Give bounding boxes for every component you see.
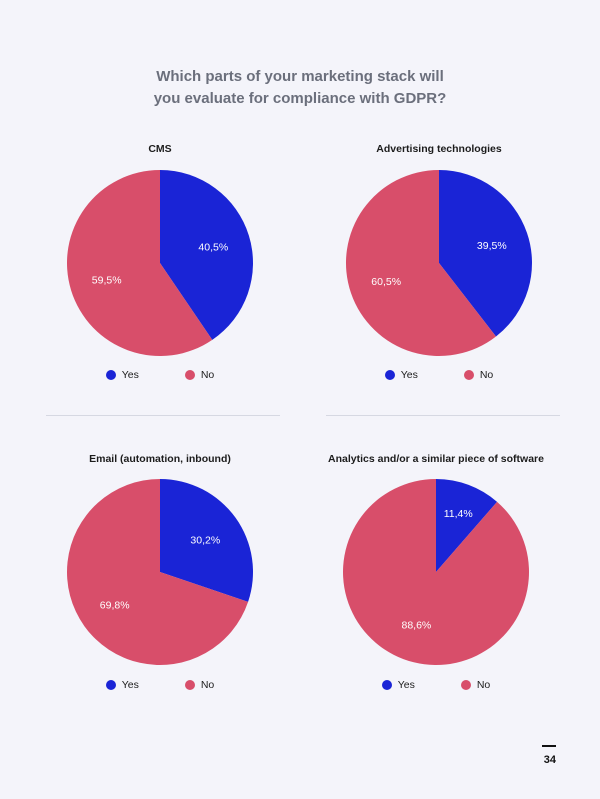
pie-chart: 11,4% 88,6% <box>343 479 530 665</box>
legend-swatch-yes <box>384 370 395 380</box>
legend-item-no: No <box>184 369 215 381</box>
legend-item-no: No <box>460 679 491 691</box>
legend-item-yes: Yes <box>105 369 139 381</box>
chart-title: CMS <box>148 143 172 155</box>
pie-chart: 40,5% 59,5% <box>66 170 253 356</box>
pie-label-no: 88,6% <box>402 619 432 631</box>
pie-label-yes: 39,5% <box>477 240 507 252</box>
legend-label-yes: Yes <box>121 369 139 381</box>
legend-item-yes: Yes <box>381 679 415 691</box>
divider-left <box>46 415 280 416</box>
legend-swatch-yes <box>381 680 392 690</box>
pie-chart: 30,2% 69,8% <box>67 479 254 665</box>
legend-label-no: No <box>479 369 494 381</box>
pie-slice-yes <box>436 479 498 572</box>
chart-title: Advertising technologies <box>376 143 502 155</box>
pie-label-no: 59,5% <box>92 274 122 286</box>
pie-slice-yes <box>160 170 253 340</box>
pie-label-no: 69,8% <box>100 600 130 612</box>
pie-label-yes: 40,5% <box>198 242 228 254</box>
legend-item-no: No <box>463 369 494 381</box>
page-number-rule <box>542 745 556 747</box>
chart-title: Analytics and/or a similar piece of soft… <box>328 453 544 465</box>
legend-label-no: No <box>200 369 215 381</box>
divider-right <box>326 415 560 416</box>
chart-panel-advertising: Advertising technologies 39,5% 60,5% Yes … <box>289 143 589 433</box>
legend-swatch-yes <box>105 680 116 690</box>
legend-swatch-no <box>184 680 195 690</box>
legend-item-yes: Yes <box>105 679 139 691</box>
pie-label-yes: 30,2% <box>190 535 220 547</box>
legend-swatch-no <box>463 370 474 380</box>
pie-label-yes: 11,4% <box>444 508 473 520</box>
legend-swatch-no <box>460 680 471 690</box>
legend-swatch-no <box>184 370 195 380</box>
legend-label-no: No <box>476 679 491 691</box>
chart-panel-email: Email (automation, inbound) 30,2% 69,8% Y… <box>10 453 310 743</box>
legend-item-no: No <box>184 679 215 691</box>
pie-slice-no <box>66 170 213 356</box>
legend-swatch-yes <box>105 370 116 380</box>
page-title: Which parts of your marketing stack will… <box>0 66 600 110</box>
chart-panel-cms: CMS 40,5% 59,5% Yes No <box>10 143 310 433</box>
pie-slice-no <box>343 479 530 665</box>
pie-slice-yes <box>160 479 254 602</box>
pie-chart: 39,5% 60,5% <box>345 170 532 356</box>
legend-item-yes: Yes <box>384 369 418 381</box>
legend-label-yes: Yes <box>121 679 139 691</box>
pie-label-no: 60,5% <box>371 276 401 288</box>
chart-title: Email (automation, inbound) <box>89 453 231 465</box>
chart-panel-analytics: Analytics and/or a similar piece of soft… <box>286 453 586 743</box>
page-number: 34 <box>543 754 556 766</box>
legend-label-no: No <box>200 679 215 691</box>
legend: Yes No <box>289 369 589 381</box>
pie-slice-no <box>345 170 496 356</box>
legend: Yes No <box>10 369 310 381</box>
page-title-line-1: Which parts of your marketing stack will <box>156 68 444 85</box>
page-title-line-2: you evaluate for compliance with GDPR? <box>153 90 447 107</box>
legend-label-yes: Yes <box>400 369 418 381</box>
legend-label-yes: Yes <box>397 679 415 691</box>
legend: Yes No <box>286 679 586 691</box>
pie-slice-yes <box>439 170 532 337</box>
legend: Yes No <box>10 679 310 691</box>
pie-slice-no <box>67 479 249 665</box>
